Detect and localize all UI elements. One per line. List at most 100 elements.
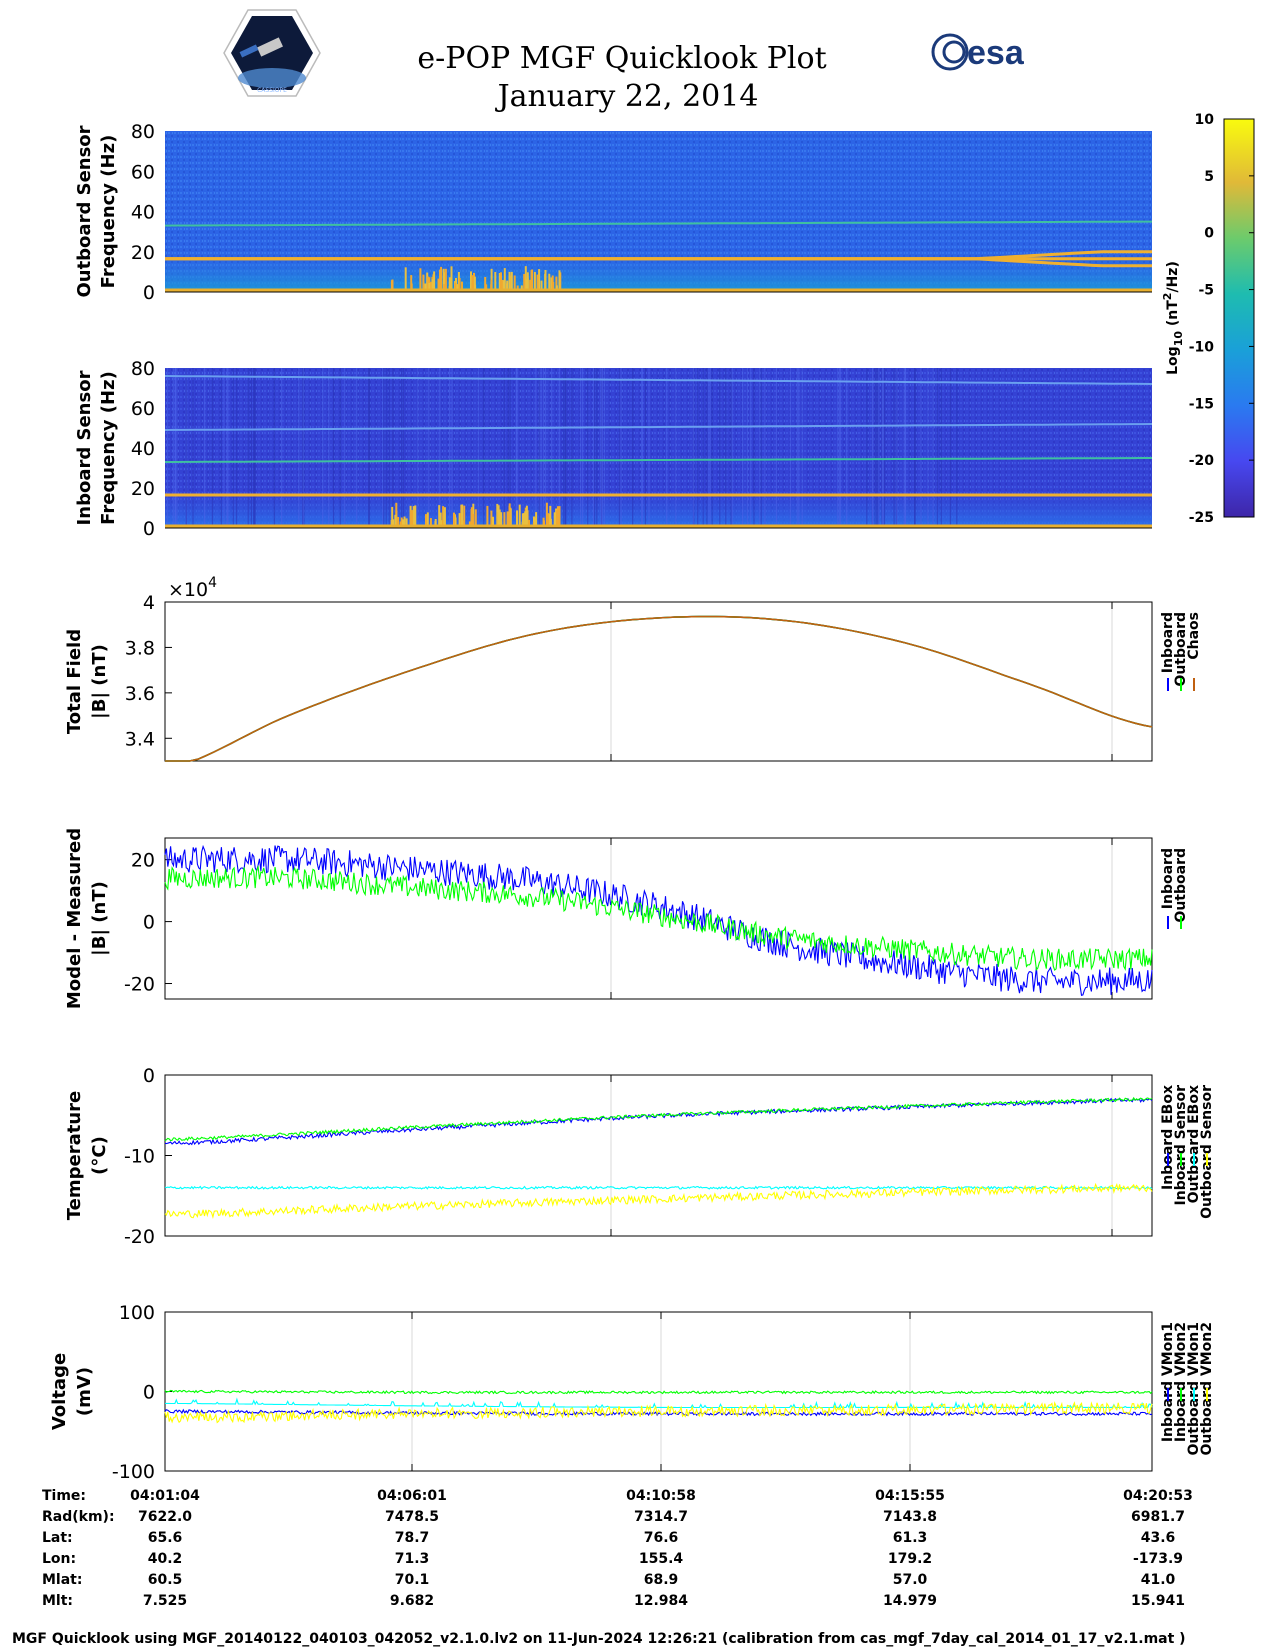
spectral-stripe [711, 368, 713, 528]
table-cell: 7622.0 [138, 1509, 192, 1525]
spectral-stripe [675, 368, 677, 528]
spectral-burst [529, 280, 532, 292]
spectral-stripe [731, 368, 733, 528]
spectral-burst [454, 282, 457, 292]
spectral-stripe [956, 368, 958, 528]
spectral-burst [500, 272, 502, 292]
spectral-burst [518, 504, 521, 528]
y-tick-label: 60 [131, 398, 155, 420]
legend-entry: Outboard [1173, 848, 1189, 923]
series-line [164, 1401, 1153, 1424]
spectral-stripe [253, 368, 255, 528]
spectral-burst [438, 505, 441, 528]
y-axis-label: Voltage [49, 1353, 70, 1430]
table-cell: 9.682 [390, 1593, 434, 1609]
total-field-panel: 4 3.8 3.6 3.4 Total Field |B| (nT) InboardOutb… [64, 592, 1202, 762]
y-tick-label: 3.4 [125, 728, 155, 750]
spectral-burst [412, 506, 415, 528]
spectral-burst [558, 270, 561, 292]
legend-entry: Inboard EBox [1160, 1085, 1176, 1190]
colorbar-tick-label: 10 [1195, 112, 1215, 128]
spectral-burst [542, 517, 545, 528]
legend-entry: Inboard VMon1 [1160, 1322, 1176, 1442]
spectral-burst [506, 511, 509, 528]
spectral-stripe [235, 368, 238, 528]
footer-note: MGF Quicklook using MGF_20140122_040103_… [12, 1631, 1186, 1647]
spectral-burst [472, 513, 475, 528]
spectral-stripe [227, 368, 229, 528]
spectral-stripe [596, 368, 598, 528]
spectral-stripe [402, 368, 405, 528]
logo-right-text: esa [967, 34, 1025, 72]
table-row-label: Lat: [42, 1530, 73, 1546]
spectral-stripe [483, 368, 485, 528]
spectral-stripe [730, 368, 732, 528]
table-cell: 71.3 [395, 1551, 430, 1567]
spectral-stripe [709, 368, 711, 528]
spectral-stripe [401, 368, 403, 528]
spectral-stripe [618, 368, 620, 528]
spectral-burst [533, 272, 536, 292]
spectral-line [164, 220, 1152, 227]
spectral-stripe [775, 368, 778, 528]
spectral-stripe [503, 368, 505, 528]
spectral-stripe [603, 368, 605, 528]
spectral-stripe [383, 368, 385, 528]
table-cell: 61.3 [893, 1530, 928, 1546]
table-row-label: Time: [42, 1488, 86, 1504]
series-line [164, 1185, 1153, 1190]
spectral-line [164, 423, 1153, 431]
spectral-stripe [302, 368, 304, 528]
spectral-burst [450, 266, 453, 292]
series-line [164, 1097, 1153, 1146]
spectral-line [164, 375, 1153, 385]
table-cell: 155.4 [639, 1551, 684, 1567]
spectral-stripe [250, 368, 252, 528]
y-tick-label: -20 [124, 974, 155, 996]
spectral-burst [522, 513, 525, 528]
spectral-burst [490, 279, 493, 292]
spectral-stripe [746, 368, 749, 528]
y-tick-label: 3.8 [125, 637, 155, 659]
spectral-burst [535, 512, 538, 528]
spectral-stripe [846, 368, 848, 528]
spectral-stripe [339, 368, 341, 528]
spectral-burst [490, 510, 493, 528]
legend-entry: Inboard [1160, 612, 1176, 673]
spectral-stripe [515, 368, 517, 528]
table-cell: 78.7 [395, 1530, 430, 1546]
spectral-stripe [796, 368, 798, 528]
spectral-burst [556, 510, 558, 528]
spectral-burst [411, 510, 414, 528]
table-cell: 40.2 [148, 1551, 183, 1567]
spectral-stripe [641, 368, 643, 528]
spectral-burst [486, 505, 489, 528]
logo-left-text: CASSIOPE [257, 87, 287, 94]
spectral-burst [548, 273, 551, 292]
table-cell: 57.0 [893, 1572, 928, 1588]
spectral-burst [485, 284, 488, 292]
spectral-stripe [516, 368, 518, 528]
spectral-burst [503, 512, 506, 528]
spectral-stripe [871, 368, 874, 528]
orbit-info-table: Time: 04:01:04 04:06:01 04:10:58 04:15:55 04:… [42, 1488, 1193, 1609]
y-tick-label: 0 [143, 518, 155, 540]
spectral-stripe [601, 368, 603, 528]
spectral-stripe [392, 368, 394, 528]
spectral-burst [453, 512, 455, 528]
legend-entry: Outboard Sensor [1199, 1085, 1215, 1219]
spectral-stripe [750, 368, 752, 528]
colorbar-tick-label: -15 [1189, 396, 1214, 412]
spectral-stripe [866, 368, 868, 528]
plot-frame [164, 601, 1153, 762]
table-cell: 65.6 [148, 1530, 183, 1546]
temperature-panel: 0 -10 -20 Temperature (°C) Inboard EBoxInboar… [64, 1065, 1215, 1248]
spectral-burst [501, 279, 504, 292]
spectral-burst [461, 281, 463, 292]
spectral-stripe [764, 368, 766, 528]
spectral-burst [474, 284, 477, 292]
series-line [164, 864, 1153, 972]
y-tick-label: 0 [143, 282, 155, 304]
